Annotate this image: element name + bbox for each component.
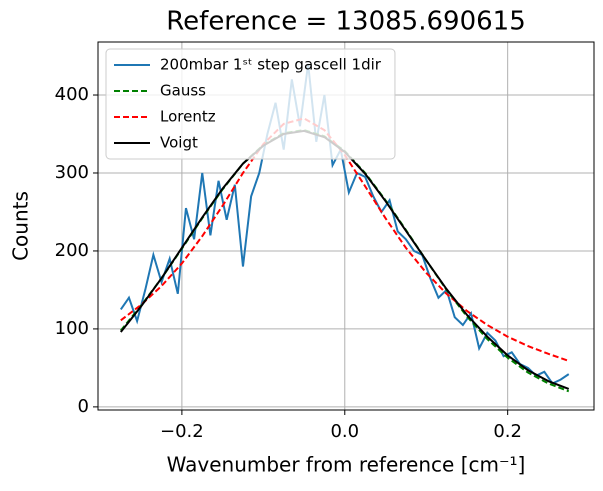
legend-label: 200mbar 1ˢᵗ step gascell 1dir: [160, 56, 382, 74]
legend-label: Voigt: [160, 134, 198, 152]
y-tick-label: 200: [55, 240, 89, 261]
x-tick-label: −0.2: [160, 421, 204, 442]
x-tick-label: 0.2: [493, 421, 522, 442]
legend: 200mbar 1ˢᵗ step gascell 1dir Gauss Lorent…: [105, 48, 396, 160]
x-axis-label: Wavenumber from reference [cm⁻¹]: [167, 453, 526, 477]
y-tick-label: 0: [78, 396, 89, 417]
x-tick-label: 0.0: [330, 421, 359, 442]
y-axis-label: Counts: [9, 191, 33, 261]
y-tick-label: 400: [55, 84, 89, 105]
legend-box: [105, 48, 396, 160]
plot-frame: [97, 41, 595, 411]
chart-title: Reference = 13085.690615: [166, 7, 525, 37]
y-tick-label: 100: [55, 318, 89, 339]
legend-label: Gauss: [160, 82, 206, 100]
legend-label: Lorentz: [160, 108, 216, 126]
y-tick-label: 300: [55, 162, 89, 183]
